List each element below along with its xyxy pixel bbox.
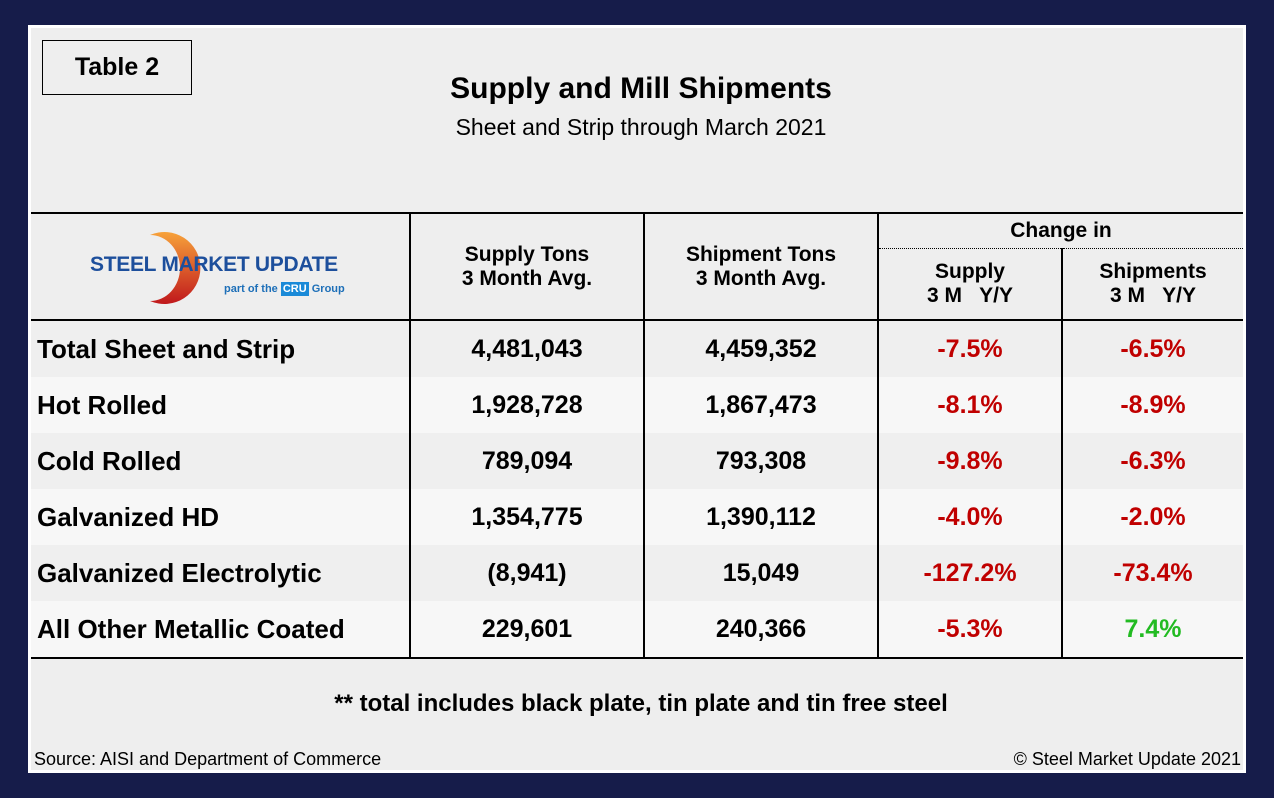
change-supply-value: -5.3%	[877, 601, 1062, 659]
row-label: All Other Metallic Coated	[31, 601, 410, 659]
logo-cell: STEEL MARKET UPDATE part of the CRU Grou…	[31, 213, 410, 321]
change-shipments-header: Shipments 3 M Y/Y	[1061, 248, 1243, 321]
data-table: STEEL MARKET UPDATE part of the CRU Grou…	[31, 212, 1243, 659]
change-shipments-value: -6.3%	[1061, 433, 1243, 489]
row-label: Cold Rolled	[37, 445, 182, 476]
footnote: ** total includes black plate, tin plate…	[334, 690, 948, 717]
shipments-value: 793,308	[643, 433, 878, 489]
change-supply-value: -8.1%	[877, 377, 1062, 433]
supply-value: 1,928,728	[409, 377, 644, 433]
change-supply-value: -4.0%	[877, 489, 1062, 545]
change-supply-value: -7.5%	[877, 320, 1062, 377]
shipments-value: 240,366	[643, 601, 878, 659]
supply-value: 1,354,775	[409, 489, 644, 545]
table-row: Total Sheet and Strip 4,481,043 4,459,352-…	[31, 320, 1243, 377]
change-shipments-value: -2.0%	[1061, 489, 1243, 545]
supply-value: 4,481,043	[409, 320, 644, 377]
table-panel: Table 2 Supply and Mill Shipments Sheet …	[28, 25, 1246, 773]
change-shipments-value: -6.5%	[1061, 320, 1243, 377]
table-row: Galvanized HD 1,354,775 1,390,112 -4.0% -2.0…	[31, 489, 1243, 545]
supply-tons-header: Supply Tons 3 Month Avg.	[409, 213, 644, 321]
change-supply-value: -9.8%	[877, 433, 1062, 489]
shipments-value: 4,459,352	[643, 320, 878, 377]
page-subtitle: Sheet and Strip through March 2021	[455, 114, 827, 140]
change-in-header: Change in	[877, 213, 1243, 249]
table-row: Cold Rolled 789,094 793,308 -9.8% -6.3%	[31, 433, 1243, 489]
change-supply-header: Supply 3 M Y/Y	[877, 248, 1062, 321]
shipments-value: 1,390,112	[643, 489, 878, 545]
supply-value: 789,094	[409, 433, 644, 489]
page-title: Supply and Mill Shipments	[450, 72, 832, 105]
row-label: Galvanized HD	[37, 501, 220, 532]
source-text: Source: AISI and Department of Commerce	[34, 749, 382, 769]
change-shipments-value: 7.4%	[1061, 601, 1243, 659]
change-supply-value: -127.2%	[877, 545, 1062, 601]
table-row: Galvanized Electrolytic (8,941) 15,049 -127…	[31, 545, 1243, 601]
table-tag: Table 2	[42, 40, 192, 95]
change-shipments-value: -73.4%	[1061, 545, 1243, 601]
copyright-text: © Steel Market Update 2021	[1013, 749, 1241, 769]
supply-value: (8,941)	[409, 545, 644, 601]
row-label: Galvanized Electrolytic	[37, 557, 322, 588]
shipments-value: 1,867,473	[643, 377, 878, 433]
row-label: Hot Rolled	[37, 389, 167, 420]
row-label: Total Sheet and Strip	[37, 333, 296, 364]
shipments-value: 15,049	[643, 545, 878, 601]
steel-market-update-logo: STEEL MARKET UPDATE part of the CRU Grou…	[90, 227, 350, 307]
change-shipments-value: -8.9%	[1061, 377, 1243, 433]
supply-value: 229,601	[409, 601, 644, 659]
shipment-tons-header: Shipment Tons 3 Month Avg.	[643, 213, 878, 321]
table-row: Hot Rolled 1,928,728 1,867,473 -8.1% -8.9%	[31, 377, 1243, 433]
table-row: All Other Metallic Coated 229,601 240,366-…	[31, 601, 1243, 659]
